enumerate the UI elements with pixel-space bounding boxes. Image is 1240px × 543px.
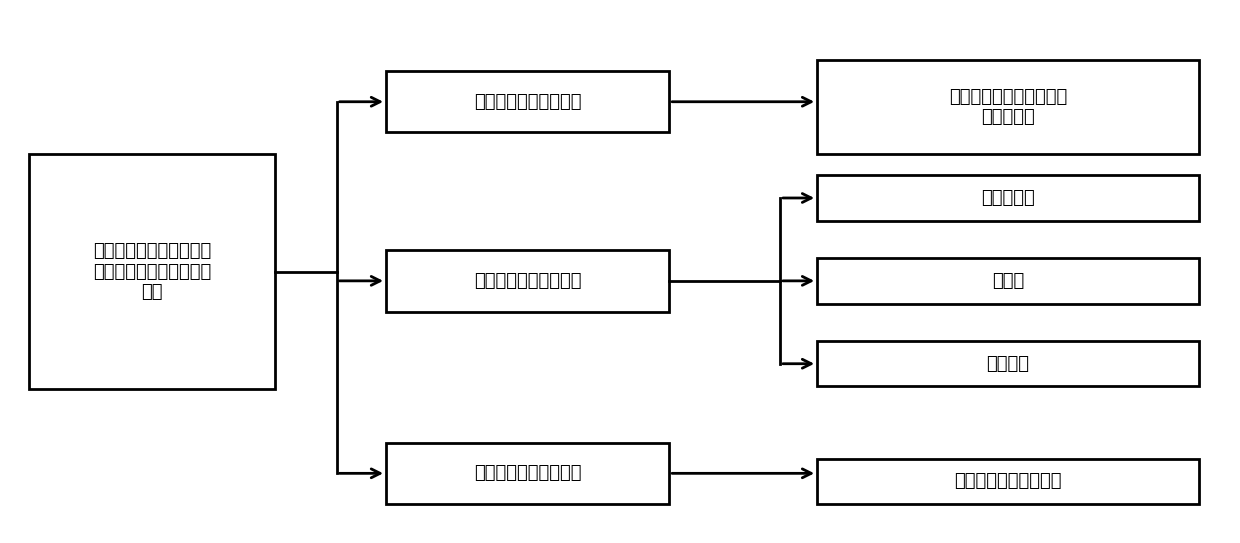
Text: 计算机: 计算机	[992, 272, 1024, 290]
Bar	[386, 71, 670, 132]
Bar	[386, 443, 670, 504]
Text: 数字图像处理分析软件: 数字图像处理分析软件	[955, 472, 1061, 490]
Bar	[817, 341, 1199, 387]
Bar	[817, 459, 1199, 504]
Bar	[817, 60, 1199, 154]
Text: 数据连接线: 数据连接线	[981, 189, 1035, 207]
Bar	[29, 154, 275, 389]
Bar	[817, 258, 1199, 304]
Bar	[817, 175, 1199, 220]
Text: 红外数字图像存储系统: 红外数字图像存储系统	[474, 272, 582, 290]
Text: 采集用于锂管混凝土脱空
缺陷识别的红外热成像的
系统: 采集用于锂管混凝土脱空 缺陷识别的红外热成像的 系统	[93, 242, 211, 301]
Text: 数字图像处理分析系统: 数字图像处理分析系统	[474, 464, 582, 482]
Text: 具有红外拍摄功能的数码
相机或手机: 具有红外拍摄功能的数码 相机或手机	[949, 87, 1068, 127]
Text: 红外数字图像收集系统: 红外数字图像收集系统	[474, 93, 582, 111]
Text: 存储硬盘: 存储硬盘	[987, 355, 1029, 372]
Bar	[386, 250, 670, 312]
